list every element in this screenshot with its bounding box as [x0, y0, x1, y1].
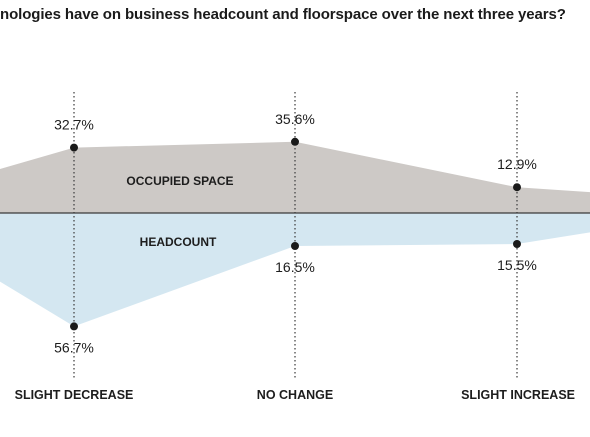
value-label-occupied-space-slight-increase: 12.9% [497, 156, 537, 172]
headcount-area [0, 213, 590, 327]
chart-title: nologies have on business headcount and … [0, 6, 566, 23]
value-labels: 32.7% 56.7% 35.6% 16.5% 12.9% 15.5% [54, 111, 537, 356]
point-headcount-slight-increase [513, 240, 521, 248]
point-headcount-slight-decrease [70, 322, 78, 331]
data-points [70, 137, 521, 331]
point-headcount-no-change [291, 242, 299, 250]
value-label-headcount-slight-decrease: 56.7% [54, 339, 94, 355]
value-label-headcount-no-change: 16.5% [275, 259, 315, 275]
value-label-occupied-space-no-change: 35.6% [275, 111, 315, 127]
point-occupied-space-no-change [291, 137, 299, 146]
category-label-no-change: NO CHANGE [257, 388, 333, 402]
series-label-headcount: HEADCOUNT [140, 235, 217, 249]
category-label-slight-increase: SLIGHT INCREASE [461, 388, 575, 402]
point-occupied-space-slight-increase [513, 183, 521, 192]
point-occupied-space-slight-decrease [70, 143, 78, 152]
value-label-headcount-slight-increase: 15.5% [497, 257, 537, 273]
category-labels: SLIGHT DECREASE NO CHANGE SLIGHT INCREASE [15, 388, 575, 402]
value-label-occupied-space-slight-decrease: 32.7% [54, 117, 94, 133]
series-label-occupied-space: OCCUPIED SPACE [126, 174, 233, 188]
category-label-slight-decrease: SLIGHT DECREASE [15, 388, 134, 402]
